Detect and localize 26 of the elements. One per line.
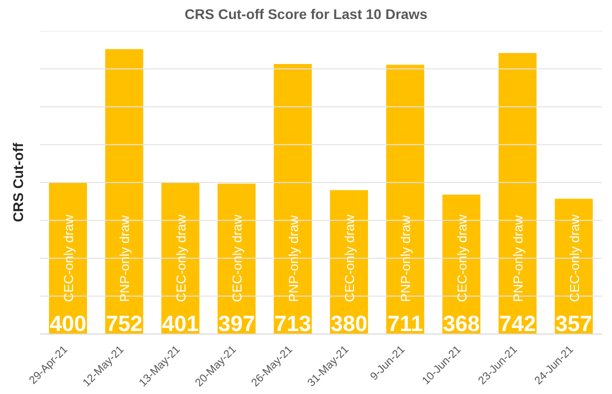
annotation: PNP-only draw [286,214,301,302]
data-label: 742 [499,311,536,336]
data-label: 400 [50,311,86,336]
y-axis-title: CRS Cut-off [10,142,26,222]
data-label: 380 [330,311,368,336]
data-label: 357 [555,311,592,336]
annotation: PNP-only draw [510,214,526,302]
data-label: 711 [387,311,423,336]
chart-title: CRS Cut-off Score for Last 10 Draws [184,6,428,22]
annotation: CEC-only draw [230,214,245,302]
annotation: CEC-only draw [173,214,188,302]
bar [274,64,312,334]
bar [105,49,144,334]
data-label: 397 [218,311,255,336]
data-label: 401 [162,311,199,336]
bar [498,52,537,334]
data-label: 368 [443,311,480,336]
annotation: CEC-only draw [342,214,357,302]
bar [386,64,424,334]
annotation: PNP-only draw [117,214,132,302]
annotation: PNP-only draw [398,214,414,302]
annotation: CEC-only draw [566,214,582,302]
annotation: CEC-only draw [454,214,470,302]
data-label: 752 [106,311,143,336]
data-label: 713 [274,311,312,336]
annotation: CEC-only draw [60,214,76,302]
